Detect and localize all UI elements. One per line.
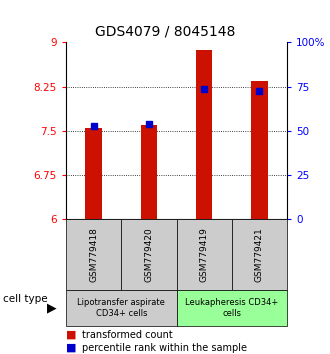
Bar: [196, 50, 213, 219]
Bar: [141, 125, 157, 219]
Bar: [251, 81, 268, 219]
Bar: [85, 128, 102, 219]
Text: cell type: cell type: [3, 294, 48, 304]
Text: GSM779419: GSM779419: [200, 227, 209, 282]
Text: transformed count: transformed count: [82, 330, 173, 339]
Text: Lipotransfer aspirate
CD34+ cells: Lipotransfer aspirate CD34+ cells: [77, 298, 165, 318]
Text: GDS4079 / 8045148: GDS4079 / 8045148: [95, 25, 235, 39]
Text: ■: ■: [66, 330, 77, 339]
Text: percentile rank within the sample: percentile rank within the sample: [82, 343, 248, 353]
Text: ▶: ▶: [47, 302, 56, 314]
Text: GSM779420: GSM779420: [145, 228, 153, 282]
Text: Leukapheresis CD34+
cells: Leukapheresis CD34+ cells: [185, 298, 279, 318]
Text: GSM779421: GSM779421: [255, 228, 264, 282]
Text: ■: ■: [66, 343, 77, 353]
Text: GSM779418: GSM779418: [89, 227, 98, 282]
